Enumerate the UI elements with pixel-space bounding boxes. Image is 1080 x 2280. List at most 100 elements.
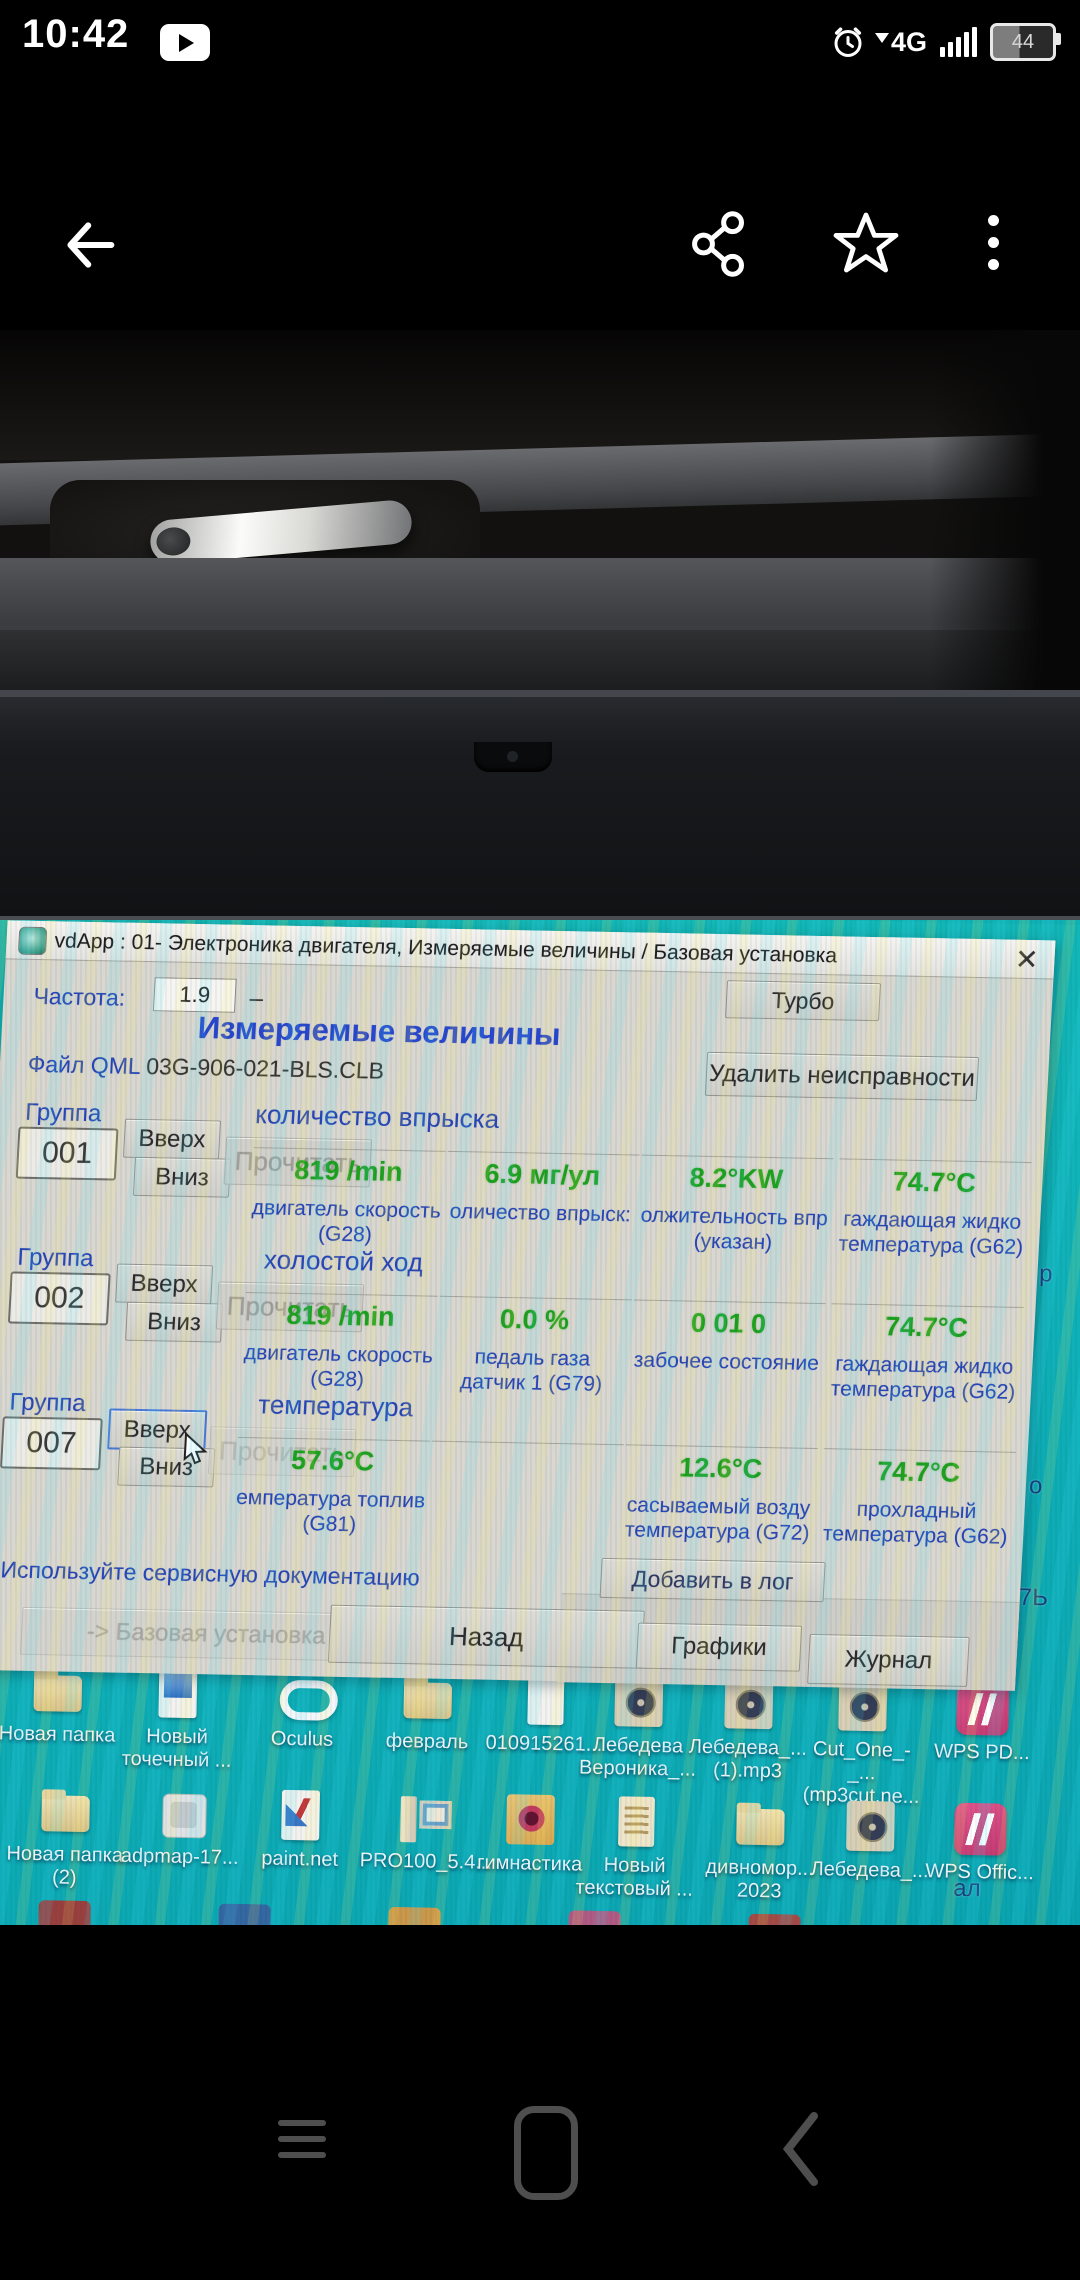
desktop-icon-adpmap[interactable]: adpmap-17... (120, 1783, 242, 1870)
file-label: Файл QML (27, 1050, 141, 1079)
measure-cell: 6.9 мг/ул оличество впрыск: (443, 1150, 640, 1229)
frequency-input[interactable]: 1.9 (152, 977, 237, 1013)
windows-desktop: vdApp : 01- Электроника двигателя, Измер… (0, 920, 1080, 1925)
window-title-bar: vdApp : 01- Электроника двигателя, Измер… (5, 920, 1056, 980)
desktop-icon-label: Новая папка (2) (6, 1842, 124, 1889)
measure-value (430, 1442, 624, 1486)
group-number-input[interactable]: 002 (7, 1271, 111, 1326)
measure-cell: 74.7°C гаждающая жидко температура (G62) (834, 1158, 1032, 1261)
page-title: Измеряемые величины (197, 1010, 562, 1053)
measure-caption: забочее состояние (633, 1348, 820, 1376)
measure-cell: 819 /min двигатель скорость (G28) (248, 1147, 446, 1250)
desktop-icon-mp3[interactable]: Лебедева_... (809, 1796, 931, 1883)
desktop-icon-label: Новая папка (0, 1722, 116, 1747)
measure-value: 74.7°C (876, 1456, 961, 1488)
overflow-menu-icon[interactable] (988, 215, 1000, 279)
close-icon[interactable]: ✕ (1014, 943, 1040, 976)
file-row: Файл QML 03G-906-021-BLS.CLB (27, 1051, 385, 1085)
desktop-icon-new-bitmap[interactable]: Новый точечный ... (116, 1663, 238, 1773)
desktop-icon-wps-office[interactable]: WPS Offic... (919, 1798, 1041, 1885)
group-label: Группа (24, 1098, 103, 1128)
signal-bars-icon (940, 27, 977, 57)
battery-level: 44 (1011, 30, 1035, 53)
desktop-icon-label: Лебедева Вероника_... (578, 1733, 697, 1781)
vdapp-window: vdApp : 01- Электроника двигателя, Измер… (0, 920, 1056, 1691)
group-header: температура (257, 1389, 414, 1423)
group-row-002: Группа 002 Вверх Вниз Прочитать холостой… (0, 1243, 1038, 1409)
back-button[interactable]: Назад (327, 1604, 645, 1669)
desktop-icon-new-folder-2[interactable]: Новая папка (2) (4, 1781, 126, 1891)
desktop-icon-label: Лебедева_... (810, 1857, 929, 1883)
desktop-icon-label: Лебедева_... (1).mp3 (688, 1735, 808, 1783)
measure-caption: гаждающая жидко температура (G62) (838, 1207, 1024, 1259)
desktop-icon-wps-pdf[interactable]: WPS PD... (922, 1678, 1044, 1765)
desktop-icon-february[interactable]: февраль (367, 1667, 489, 1754)
photo-viewer-image[interactable]: vdApp : 01- Электроника двигателя, Измер… (0, 330, 1080, 1925)
desktop-icon-divnomor[interactable]: дивномор... 2023 (699, 1794, 821, 1904)
favorite-star-icon[interactable] (832, 209, 900, 277)
desktop-icon-oculus[interactable]: Oculus (242, 1665, 364, 1752)
measure-value: 57.6°C (290, 1444, 375, 1477)
desktop-icon-new-text[interactable]: Новый текстовый ... (574, 1791, 696, 1901)
partial-icon (38, 1900, 91, 1925)
add-to-log-button[interactable]: Добавить в лог (599, 1557, 826, 1603)
measure-caption: емпература топлив (G81) (235, 1485, 426, 1536)
group-header: холостой ход (263, 1244, 424, 1278)
measure-caption (429, 1490, 621, 1494)
android-nav-bar (0, 2040, 1080, 2280)
desktop-icon-new-folder[interactable]: Новая папка (0, 1660, 118, 1747)
laptop-screen: vdApp : 01- Электроника двигателя, Измер… (0, 920, 1080, 1925)
up-button[interactable]: Вверх (115, 1263, 214, 1305)
measure-cell: 0 01 0 забочее состояние (629, 1299, 826, 1377)
measure-cell: 74.7°C гаждающая жидко температура (G62) (826, 1303, 1024, 1406)
partial-icon (218, 1903, 271, 1925)
door-panel (0, 558, 1080, 636)
alarm-icon (834, 27, 862, 57)
group-header: количество впрыска (254, 1099, 501, 1134)
desktop-icon-mp3[interactable]: Cut_One_-_... (mp3cut.ne... (801, 1676, 923, 1809)
recents-menu-icon[interactable] (278, 2120, 326, 2186)
battery-icon: 44 (990, 23, 1061, 61)
desktop-icon-gymnastics[interactable]: гимнастика (469, 1789, 591, 1876)
measure-value: 6.9 мг/ул (483, 1158, 601, 1191)
desktop-icon-pro100[interactable]: PRO100_5.4... (359, 1787, 493, 1874)
back-arrow-icon[interactable] (58, 213, 122, 277)
webcam-notch-icon (474, 742, 552, 772)
turbo-button[interactable]: Турбо (725, 980, 882, 1022)
down-button[interactable]: Вниз (125, 1301, 224, 1343)
back-nav-icon[interactable] (778, 2110, 822, 2188)
down-button[interactable]: Вниз (132, 1156, 231, 1198)
desktop-icon-mp3[interactable]: Лебедева Вероника_... (577, 1671, 699, 1781)
group-label: Группа (16, 1243, 95, 1273)
network-indicator: 4G (874, 27, 927, 58)
partial-icon (568, 1910, 621, 1925)
app-tile-icon (148, 1783, 213, 1842)
measure-value: 819 /min (285, 1299, 396, 1332)
file-value: 03G-906-021-BLS.CLB (145, 1053, 385, 1084)
desktop-icon-mp3[interactable]: Лебедева_... (1).mp3 (687, 1674, 809, 1784)
shadow-right (930, 330, 1080, 690)
measure-value: 74.7°C (892, 1166, 977, 1199)
measure-caption: оличество впрыск: (449, 1199, 632, 1227)
home-icon[interactable] (514, 2106, 578, 2200)
desktop-icon-label: WPS PD... (933, 1740, 1030, 1765)
charts-button[interactable]: Графики (635, 1622, 803, 1672)
measure-caption: гаждающая жидко температура (G62) (830, 1352, 1016, 1404)
desktop-icon-label: PRO100_5.4... (359, 1849, 493, 1874)
journal-button[interactable]: Журнал (807, 1633, 970, 1687)
status-bar: 10:42 4G 44 (0, 0, 1080, 80)
share-icon[interactable] (688, 211, 750, 277)
up-button[interactable]: Вверх (122, 1118, 222, 1160)
desktop-icon-label: дивномор... 2023 (705, 1855, 814, 1903)
measure-cell: 8.2°KW олжительность впр (указан) (636, 1154, 834, 1257)
group-number-input[interactable]: 001 (15, 1126, 119, 1181)
group-number-input[interactable]: 007 (0, 1416, 103, 1471)
mouse-cursor-icon (183, 1431, 208, 1465)
vdapp-logo-icon (17, 926, 48, 956)
clock-time: 10:42 (22, 12, 130, 56)
desktop-icon-paintnet[interactable]: paint.net (240, 1785, 362, 1872)
measure-value: 12.6°C (678, 1452, 763, 1484)
label-fragment: ал (953, 1874, 981, 1903)
clear-faults-button[interactable]: Удалить неисправности (704, 1051, 980, 1102)
measure-cell: 57.6°C емпература топлив (G81) (232, 1436, 430, 1540)
